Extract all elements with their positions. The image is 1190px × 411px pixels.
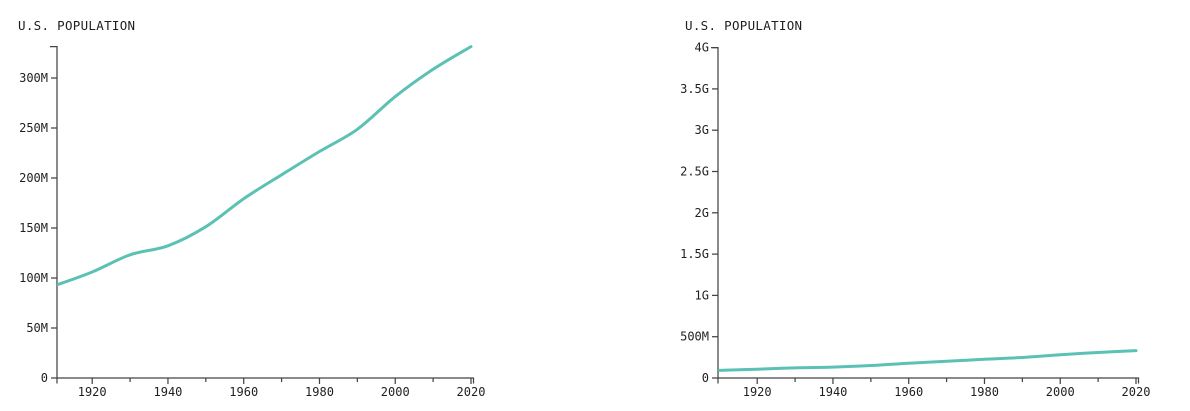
chart-title: U.S. POPULATION [685,18,803,33]
y-tick-label: 1G [695,288,709,302]
y-tick-label: 100M [19,271,48,285]
y-tick-label: 300M [19,71,48,85]
y-tick-label: 3.5G [680,82,709,96]
x-tick-label: 1960 [894,385,923,399]
y-tick-label: 1.5G [680,247,709,261]
y-tick-label: 0 [702,371,709,385]
y-axis [50,45,58,378]
x-tick-label: 1960 [229,385,258,399]
y-tick-label: 250M [19,121,48,135]
x-tick-label: 1940 [819,385,848,399]
x-axis [56,377,475,384]
x-tick-label: 2000 [381,385,410,399]
y-tick-label: 3G [695,123,709,137]
x-tick-label: 2020 [457,385,486,399]
x-tick-label: 1980 [970,385,999,399]
y-tick-label: 2.5G [680,165,709,179]
chart-title: U.S. POPULATION [18,18,136,33]
x-axis [717,377,1140,384]
us-population-chart-billions-scale: 0 500M 1G 1.5G 2G 2.5G 3G 3.5G 4G 1920 1940 1960 198… [680,41,1150,399]
y-tick-label: 2G [695,206,709,220]
x-tick-label: 1920 [743,385,772,399]
y-tick-label: 150M [19,221,48,235]
x-tick-label: 2020 [1122,385,1151,399]
x-tick-label: 1980 [305,385,334,399]
x-tick-label: 2000 [1046,385,1075,399]
y-tick-label: 500M [680,330,709,344]
x-tick-label: 1940 [154,385,183,399]
y-tick-label: 200M [19,171,48,185]
y-tick-label: 50M [26,321,48,335]
y-tick-label: 0 [41,371,48,385]
population-line-series [718,349,1138,372]
population-line-series [57,45,473,287]
us-population-chart-millions-scale: 0 50M 100M 150M 200M 250M 300M 1920 1940 1960 1980… [19,45,486,399]
y-tick-label: 4G [695,41,709,55]
x-tick-label: 1920 [78,385,107,399]
